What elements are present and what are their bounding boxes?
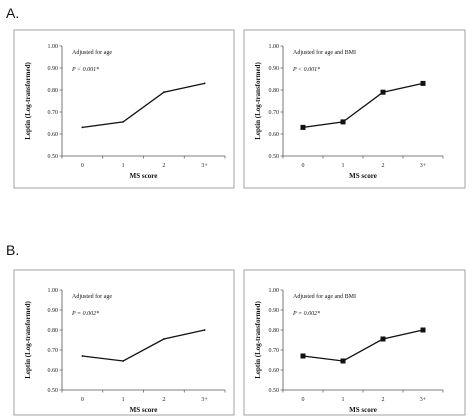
chart0-xtick-label-2: 2 (162, 163, 165, 169)
chart1-ytick-label-0: 0.50 (269, 154, 280, 160)
chart2-ytick-label-2: 0.70 (48, 348, 59, 354)
chart-panel-1: 0.50 0.60 0.70 0.80 0.90 1.00 0 1 2 3+ MS score Lep… (243, 29, 466, 189)
chart-panel-0: 0.50 0.60 0.70 0.80 0.90 1.00 0 1 2 3+ MS score Lep… (13, 29, 235, 189)
chart0-ytick-label-3: 0.80 (48, 88, 59, 94)
chart3-ytick-label-1: 0.60 (269, 368, 280, 374)
chart3-ytick-label-0: 0.50 (269, 388, 280, 394)
chart0-ytick-label-1: 0.60 (48, 132, 59, 138)
chart1-annotation-1: P < 0.001* (292, 67, 320, 73)
chart2-ytick-label-0: 0.50 (48, 388, 59, 394)
chart0-annotation-1: P < 0.001* (71, 67, 99, 73)
chart2-series-0-point-1 (122, 360, 125, 362)
section-label-b: B. (6, 242, 19, 258)
chart2-x-axis-title: MS score (130, 406, 158, 414)
chart1-ytick-label-1: 0.60 (269, 132, 280, 138)
chart2-annotation-1: P = 0.002* (71, 311, 99, 317)
chart1-series-0-point-1 (340, 119, 346, 125)
chart2-xtick-label-2: 2 (162, 397, 165, 403)
chart3-series-0-point-0 (300, 353, 306, 359)
chart3-y-axis-title: Leptin (Log-transformed) (254, 301, 262, 379)
chart3-ytick-label-3: 0.80 (269, 328, 280, 334)
chart1-ytick-label-4: 0.90 (269, 66, 280, 72)
chart2-xtick-label-3: 3+ (201, 397, 208, 403)
chart1-series-0-point-3 (420, 80, 426, 86)
chart2-annotation-0: Adjusted for age (72, 293, 112, 300)
charts-group: 0.50 0.60 0.70 0.80 0.90 1.00 0 1 2 3+ MS score Lep… (13, 29, 466, 416)
chart2-ytick-label-1: 0.60 (48, 368, 59, 374)
chart3-series-0-line (302, 329, 424, 362)
chart3-xtick-label-2: 2 (382, 397, 385, 403)
chart3-ytick-label-5: 1.00 (269, 288, 280, 294)
chart0-ytick-label-4: 0.90 (48, 66, 59, 72)
chart0-series-0-point-3 (203, 82, 206, 85)
chart0-xtick-label-0: 0 (81, 163, 84, 169)
chart2-series-0-point-3 (203, 329, 206, 331)
chart1-ytick-label-2: 0.70 (269, 110, 280, 116)
chart2-series-0-point-0 (81, 355, 84, 357)
chart3-xtick-label-3: 3+ (420, 397, 427, 403)
chart0-xtick-label-3: 3+ (201, 163, 208, 169)
chart2-ytick-label-4: 0.90 (48, 308, 59, 314)
chart1-xtick-label-3: 3+ (420, 163, 427, 169)
chart1-ytick-label-3: 0.80 (269, 88, 280, 94)
chart1-ytick-label-5: 1.00 (269, 44, 280, 50)
chart2-series-0-line (82, 329, 205, 362)
chart-panel-2: 0.50 0.60 0.70 0.80 0.90 1.00 0 1 2 3+ MS score Lep… (13, 269, 235, 416)
chart0-ytick-label-2: 0.70 (48, 110, 59, 116)
chart3-annotation-1: P = 0.002* (292, 311, 320, 317)
chart3-frame (243, 269, 466, 416)
chart3-annotation-0: Adjusted for age and BMI (293, 293, 356, 300)
chart3-ytick-label-2: 0.70 (269, 348, 280, 354)
chart3-ytick-label-4: 0.90 (269, 308, 280, 314)
chart0-ytick-label-0: 0.50 (48, 154, 59, 160)
chart3-series-0-point-1 (340, 358, 346, 364)
chart0-series-0-point-0 (81, 126, 84, 129)
section-label-a: A. (6, 5, 19, 21)
chart2-ytick-label-5: 1.00 (48, 288, 59, 294)
chart0-x-axis-title: MS score (130, 172, 158, 180)
chart1-series-0-point-0 (300, 124, 306, 130)
chart0-series-0-line (82, 82, 205, 129)
chart2-ytick-label-3: 0.80 (48, 328, 59, 334)
chart1-annotation-0: Adjusted for age and BMI (293, 49, 356, 56)
chart0-series-0-point-1 (122, 121, 125, 123)
chart2-series-0-point-2 (162, 338, 165, 340)
chart1-series-0-point-2 (380, 89, 386, 95)
chart0-ytick-label-5: 1.00 (48, 44, 59, 50)
chart2-xtick-label-1: 1 (122, 397, 125, 403)
chart0-xtick-label-1: 1 (122, 163, 125, 169)
chart3-xtick-label-1: 1 (342, 397, 345, 403)
chart2-frame (13, 269, 235, 416)
chart0-y-axis-title: Leptin (Log-transformed) (24, 62, 32, 140)
chart3-series-0-point-3 (420, 327, 426, 333)
chart3-x-axis-title: MS score (349, 406, 377, 414)
chart1-y-axis-title: Leptin (Log-transformed) (254, 62, 262, 140)
chart3-xtick-label-0: 0 (302, 397, 305, 403)
chart2-xtick-label-0: 0 (81, 397, 84, 403)
chart1-xtick-label-2: 2 (382, 163, 385, 169)
chart1-xtick-label-1: 1 (342, 163, 345, 169)
chart0-series-0-point-2 (162, 91, 165, 94)
chart0-frame (13, 29, 235, 189)
chart1-xtick-label-0: 0 (302, 163, 305, 169)
chart1-frame (243, 29, 466, 189)
chart2-y-axis-title: Leptin (Log-transformed) (24, 301, 32, 379)
chart3-series-0-point-2 (380, 336, 386, 342)
chart1-series-0-line (302, 82, 424, 129)
chart1-x-axis-title: MS score (349, 172, 377, 180)
chart0-annotation-0: Adjusted for age (72, 49, 112, 56)
chart-panel-3: 0.50 0.60 0.70 0.80 0.90 1.00 0 1 2 3+ MS score Lep… (243, 269, 466, 416)
